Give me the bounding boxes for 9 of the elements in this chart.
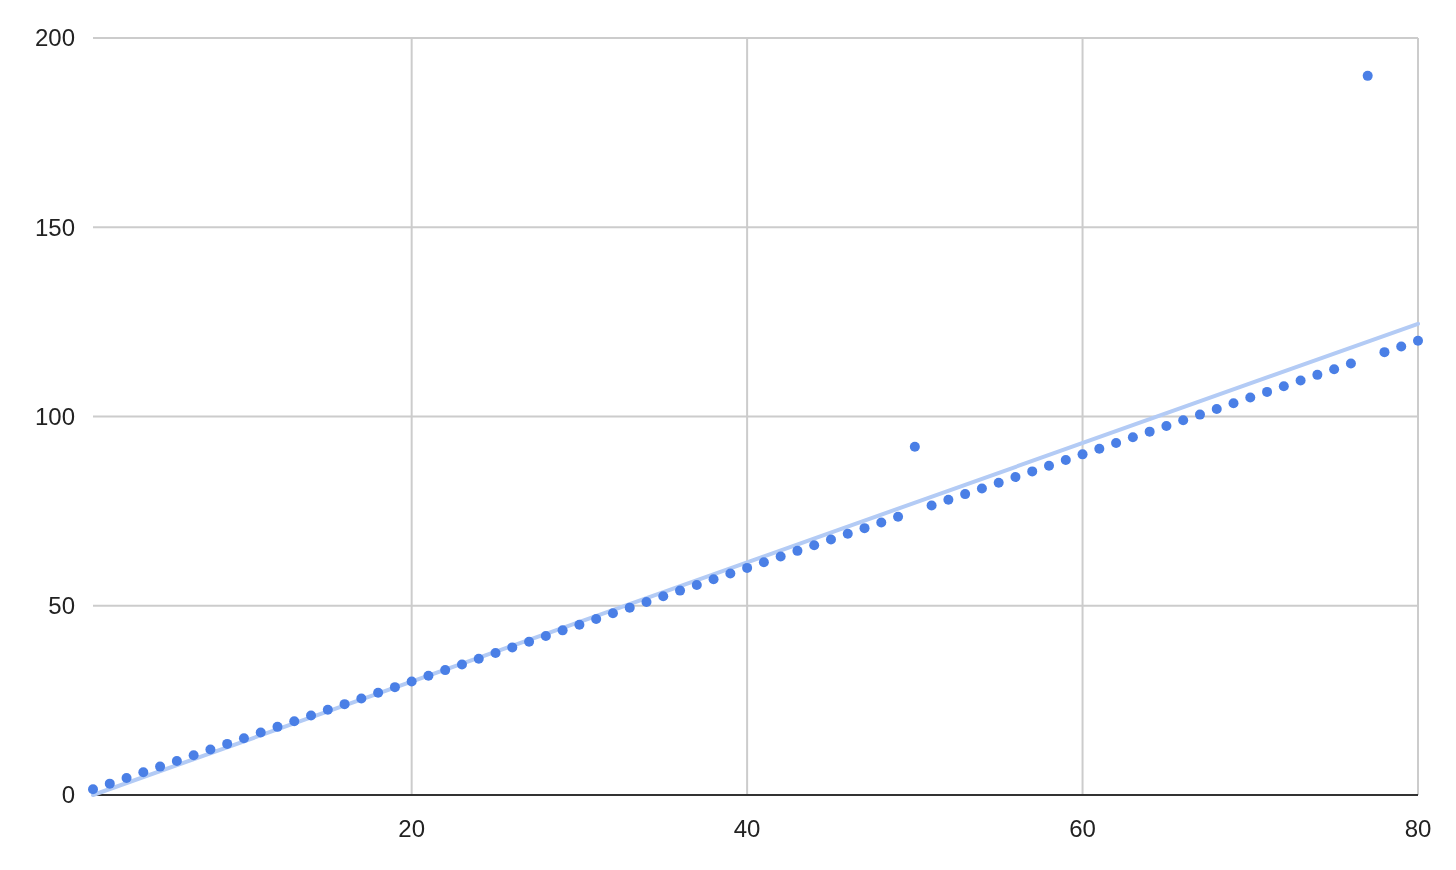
y-tick-label: 150 [34, 213, 75, 241]
y-tick-label: 100 [34, 402, 75, 430]
y-tick-label: 200 [34, 24, 75, 52]
y-tick-label: 0 [61, 781, 75, 809]
x-tick-label: 40 [733, 815, 761, 842]
y-tick-label: 50 [48, 592, 75, 620]
x-tick-label: 60 [1069, 815, 1096, 842]
x-tick-label: 80 [1404, 815, 1432, 842]
x-tick-label: 20 [398, 815, 426, 842]
